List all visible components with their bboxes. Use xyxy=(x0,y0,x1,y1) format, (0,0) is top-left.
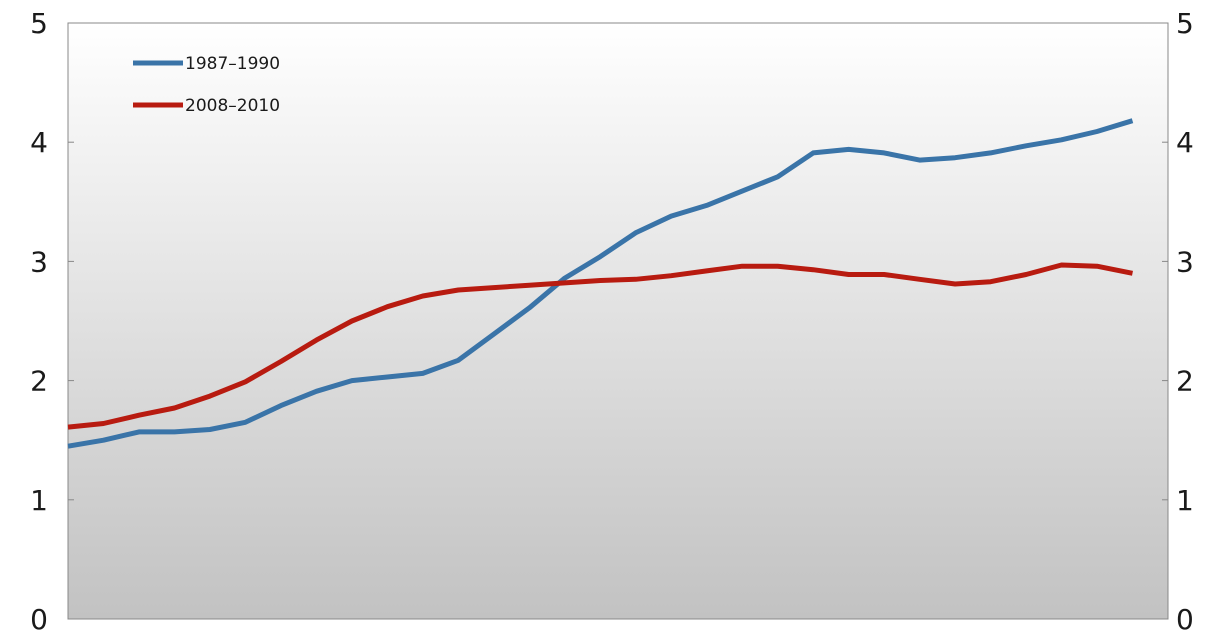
left-tick-label: 4 xyxy=(30,126,48,159)
right-tick-label: 2 xyxy=(1176,365,1194,398)
series-line-2 xyxy=(67,262,1133,430)
left-tick-label: 1 xyxy=(30,484,48,517)
right-y-axis: 0 1 2 3 4 5 xyxy=(1162,7,1194,632)
right-tick-label: 1 xyxy=(1176,484,1194,517)
legend: 1987–1990 2008–2010 xyxy=(133,54,280,116)
left-y-axis: 0 1 2 3 4 5 xyxy=(30,7,74,632)
right-tick-label: 5 xyxy=(1176,7,1194,40)
plot-area xyxy=(67,22,1169,620)
right-tick-label: 4 xyxy=(1176,126,1194,159)
right-tick-label: 3 xyxy=(1176,245,1194,278)
series-layer xyxy=(67,118,1134,449)
left-tick-label: 2 xyxy=(30,365,48,398)
left-tick-label: 5 xyxy=(30,7,48,40)
series-line-1 xyxy=(67,118,1134,449)
legend-label-1: 1987–1990 xyxy=(185,54,280,74)
left-tick-label: 3 xyxy=(30,245,48,278)
right-tick-label: 0 xyxy=(1176,603,1194,632)
legend-label-2: 2008–2010 xyxy=(185,96,280,116)
left-tick-label: 0 xyxy=(30,603,48,632)
